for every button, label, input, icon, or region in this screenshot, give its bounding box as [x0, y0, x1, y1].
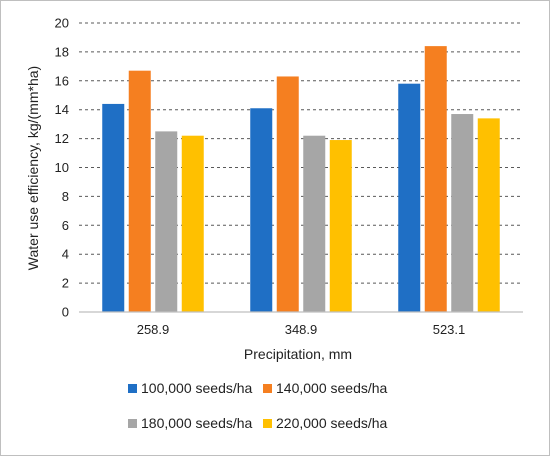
legend-swatch [263, 419, 272, 428]
legend-label: 220,000 seeds/ha [276, 415, 388, 431]
bar [303, 135, 326, 312]
y-tick-label: 18 [55, 44, 69, 59]
x-tick-label: 523.1 [433, 322, 466, 337]
bar [398, 83, 421, 312]
bar [181, 135, 204, 312]
y-tick-label: 10 [55, 160, 69, 175]
bar [477, 118, 500, 313]
bar [424, 46, 447, 313]
y-tick-label: 0 [62, 305, 69, 320]
y-tick-label: 8 [62, 189, 69, 204]
legend-label: 140,000 seeds/ha [276, 380, 388, 396]
bar [250, 108, 273, 312]
x-tick-label: 348.9 [285, 322, 318, 337]
bar [329, 140, 352, 312]
bar [155, 131, 178, 312]
bar [276, 76, 299, 312]
y-tick-label: 20 [55, 16, 69, 31]
bar [451, 114, 474, 312]
y-tick-label: 2 [62, 276, 69, 291]
legend-swatch [128, 384, 137, 393]
legend-label: 180,000 seeds/ha [141, 415, 253, 431]
y-tick-label: 4 [62, 247, 69, 262]
axes: 0 2 4 6 8 10 12 14 16 18 20 258.9 348.9 523.1 [55, 16, 523, 337]
y-tick-label: 12 [55, 131, 69, 146]
x-tick-label: 258.9 [137, 322, 170, 337]
y-tick-label: 16 [55, 73, 69, 88]
grid-lines [79, 22, 523, 284]
legend-swatch [263, 384, 272, 393]
legend-label: 100,000 seeds/ha [141, 380, 253, 396]
bar [102, 103, 125, 312]
bars [102, 46, 500, 313]
y-tick-label: 14 [55, 102, 69, 117]
y-tick-label: 6 [62, 218, 69, 233]
legend: 100,000 seeds/ha 140,000 seeds/ha 180,000 … [128, 380, 388, 431]
y-axis-title: Water use efficiency, kg/(mm*ha) [25, 66, 41, 270]
bar [128, 70, 151, 312]
legend-swatch [128, 419, 137, 428]
x-axis-title: Precipitation, mm [244, 346, 352, 362]
